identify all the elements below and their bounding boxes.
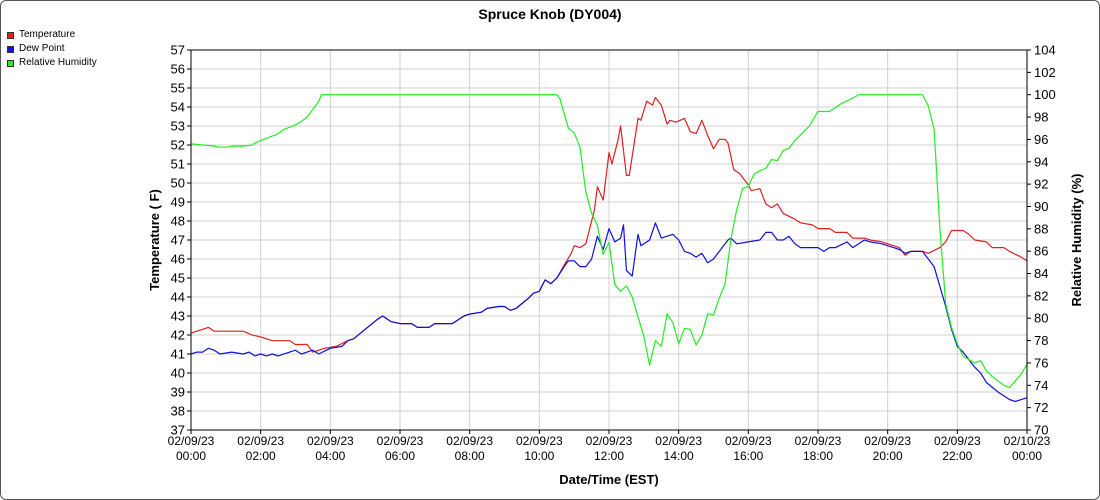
y-tick-label-right: 72 <box>1034 400 1048 415</box>
y-tick-label-right: 84 <box>1034 266 1048 281</box>
y-tick-label-left: 51 <box>171 157 185 172</box>
y-tick-label-left: 56 <box>171 62 185 77</box>
legend-swatch-dew-point <box>7 45 14 53</box>
x-tick-label-time: 14:00 <box>664 449 694 463</box>
x-tick-label-time: 02:00 <box>246 449 276 463</box>
y-axis-title-left: Temperature ( F) <box>147 189 162 291</box>
x-tick-label-date: 02/09/23 <box>725 434 772 448</box>
y-tick-label-right: 104 <box>1034 43 1056 58</box>
y-tick-label-right: 100 <box>1034 87 1056 102</box>
series-line-dew-point <box>190 222 1028 403</box>
y-tick-label-right: 80 <box>1034 311 1048 326</box>
y-tick-label-left: 46 <box>171 252 185 267</box>
x-tick-label-time: 22:00 <box>942 449 972 463</box>
y-tick-label-right: 102 <box>1034 65 1056 80</box>
x-tick-label-date: 02/09/23 <box>377 434 424 448</box>
x-tick-label-date: 02/09/23 <box>864 434 911 448</box>
x-tick-label-date: 02/09/23 <box>168 434 215 448</box>
x-tick-label-date: 02/09/23 <box>795 434 842 448</box>
x-tick-label-date: 02/10/23 <box>1004 434 1051 448</box>
y-tick-label-right: 88 <box>1034 221 1048 236</box>
legend-item-temperature: Temperature <box>7 28 97 42</box>
y-tick-label-left: 44 <box>171 290 185 305</box>
y-tick-label-right: 98 <box>1034 110 1048 125</box>
legend-swatch-temperature <box>7 31 14 39</box>
y-tick-label-left: 42 <box>171 328 185 343</box>
y-tick-label-left: 49 <box>171 195 185 210</box>
x-tick-label-time: 00:00 <box>176 449 206 463</box>
y-tick-label-right: 78 <box>1034 333 1048 348</box>
x-tick-label-date: 02/09/23 <box>237 434 284 448</box>
series-lines <box>190 94 1028 403</box>
y-tick-label-left: 57 <box>171 43 185 58</box>
x-tick-label-time: 20:00 <box>873 449 903 463</box>
y-tick-label-right: 86 <box>1034 244 1048 259</box>
y-tick-label-left: 45 <box>171 271 185 286</box>
y-tick-label-left: 50 <box>171 176 185 191</box>
x-tick-label-time: 12:00 <box>594 449 624 463</box>
x-tick-label-date: 02/09/23 <box>655 434 702 448</box>
y-tick-label-left: 39 <box>171 385 185 400</box>
y-tick-label-left: 52 <box>171 138 185 153</box>
y-tick-label-left: 55 <box>171 81 185 96</box>
y-axis-title-right: Relative Humidity (%) <box>1069 174 1084 307</box>
x-tick-label-time: 06:00 <box>385 449 415 463</box>
legend-swatch-relative-humidity <box>7 59 14 67</box>
x-axis-title: Date/Time (EST) <box>559 472 658 487</box>
chart-title: Spruce Knob (DY004) <box>478 6 621 22</box>
x-tick-label-date: 02/09/23 <box>516 434 563 448</box>
y-tick-label-right: 92 <box>1034 177 1048 192</box>
x-tick-label-date: 02/09/23 <box>586 434 633 448</box>
y-tick-label-right: 90 <box>1034 199 1048 214</box>
legend-item-relative-humidity: Relative Humidity <box>7 56 97 70</box>
y-tick-label-left: 53 <box>171 119 185 134</box>
legend-label-dew-point: Dew Point <box>19 43 65 54</box>
x-tick-label-date: 02/09/23 <box>307 434 354 448</box>
y-tick-label-left: 47 <box>171 233 185 248</box>
y-tick-label-left: 43 <box>171 309 185 324</box>
y-tick-label-left: 40 <box>171 366 185 381</box>
x-tick-label-time: 00:00 <box>1012 449 1042 463</box>
x-tick-label-time: 16:00 <box>733 449 763 463</box>
y-tick-label-left: 48 <box>171 214 185 229</box>
legend-label-temperature: Temperature <box>19 29 76 40</box>
x-tick-label-date: 02/09/23 <box>934 434 981 448</box>
x-tick-label-time: 08:00 <box>455 449 485 463</box>
grid <box>190 49 1028 431</box>
y-tick-label-left: 37 <box>171 423 185 438</box>
x-tick-label-time: 04:00 <box>315 449 345 463</box>
x-tick-label-time: 18:00 <box>803 449 833 463</box>
x-tick-label-time: 10:00 <box>524 449 554 463</box>
legend-item-dew-point: Dew Point <box>7 42 97 56</box>
y-tick-label-left: 41 <box>171 347 185 362</box>
x-tick-label-date: 02/09/23 <box>446 434 493 448</box>
legend-label-relative-humidity: Relative Humidity <box>19 57 97 68</box>
y-tick-label-right: 82 <box>1034 288 1048 303</box>
y-tick-label-left: 38 <box>171 404 185 419</box>
legend: Temperature Dew Point Relative Humidity <box>7 28 97 70</box>
series-line-relative-humidity <box>190 94 1028 389</box>
y-tick-label-right: 76 <box>1034 355 1048 370</box>
y-tick-label-right: 96 <box>1034 132 1048 147</box>
y-tick-label-right: 94 <box>1034 154 1048 169</box>
y-tick-label-left: 54 <box>171 100 185 115</box>
y-tick-label-right: 70 <box>1034 423 1048 438</box>
y-tick-label-right: 74 <box>1034 378 1048 393</box>
axes: 37 38 39 40 41 42 43 44 45 46 47 48 49 50 51 52 53 54 55 56… <box>168 43 1056 464</box>
